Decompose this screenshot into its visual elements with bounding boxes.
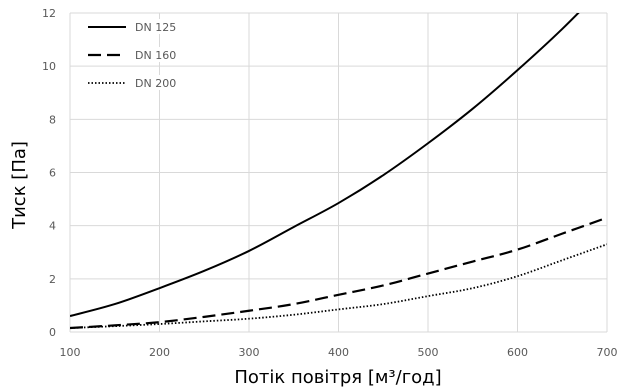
series-line-dn-160 — [70, 216, 607, 330]
series-line-dn-125 — [70, 13, 580, 318]
x-tick-labels: 100 200 300 400 500 600 700 — [60, 346, 618, 359]
y-tick-labels: 0 2 4 6 8 10 12 — [42, 7, 56, 339]
y-tick-label: 12 — [42, 7, 56, 20]
series-line-dn-200 — [70, 243, 607, 329]
legend-label-bg — [131, 19, 179, 34]
x-tick-label: 300 — [239, 346, 260, 359]
y-tick-label: 2 — [49, 273, 56, 286]
y-tick-label: 8 — [49, 113, 56, 126]
legend-label: DN 125 — [135, 21, 176, 34]
y-tick-label: 0 — [49, 326, 56, 339]
y-axis-title: Тиск [Па] — [9, 141, 30, 230]
grid — [69, 12, 608, 333]
y-tick-label: 4 — [49, 220, 56, 233]
y-tick-label: 6 — [49, 167, 56, 180]
x-tick-label: 600 — [507, 346, 528, 359]
x-tick-label: 500 — [418, 346, 439, 359]
series-lines — [70, 13, 607, 330]
x-tick-label: 700 — [597, 346, 618, 359]
y-tick-label: 10 — [42, 60, 56, 73]
legend-label-bg — [131, 47, 179, 62]
x-tick-label: 100 — [60, 346, 81, 359]
x-tick-label: 200 — [149, 346, 170, 359]
legend-label: DN 160 — [135, 49, 176, 62]
x-tick-label: 400 — [328, 346, 349, 359]
legend-label: DN 200 — [135, 77, 176, 90]
legend-label-bg — [131, 75, 179, 90]
x-axis-title: Потік повітря [м³/год] — [234, 367, 441, 388]
legend: DN 125 DN 160 DN 200 — [88, 19, 179, 90]
